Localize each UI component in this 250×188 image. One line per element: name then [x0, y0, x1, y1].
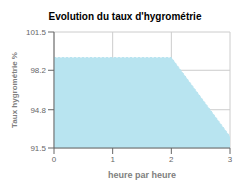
svg-text:2: 2 — [169, 155, 174, 164]
svg-text:3: 3 — [228, 155, 233, 164]
html-text:Evolution du taux d'hygrométri: Evolution du taux d'hygrométrie — [48, 11, 202, 22]
svg-text:94.8: 94.8 — [30, 106, 46, 115]
svg-text:1: 1 — [110, 155, 115, 164]
svg-text:101.5: 101.5 — [26, 28, 47, 37]
svg-text:98.2: 98.2 — [30, 66, 46, 75]
svg-text:heure par heure: heure par heure — [108, 170, 176, 180]
svg-text:Taux hygrométrie %: Taux hygrométrie % — [10, 52, 19, 128]
svg-text:91.5: 91.5 — [30, 144, 46, 153]
svg-text:0: 0 — [52, 155, 57, 164]
